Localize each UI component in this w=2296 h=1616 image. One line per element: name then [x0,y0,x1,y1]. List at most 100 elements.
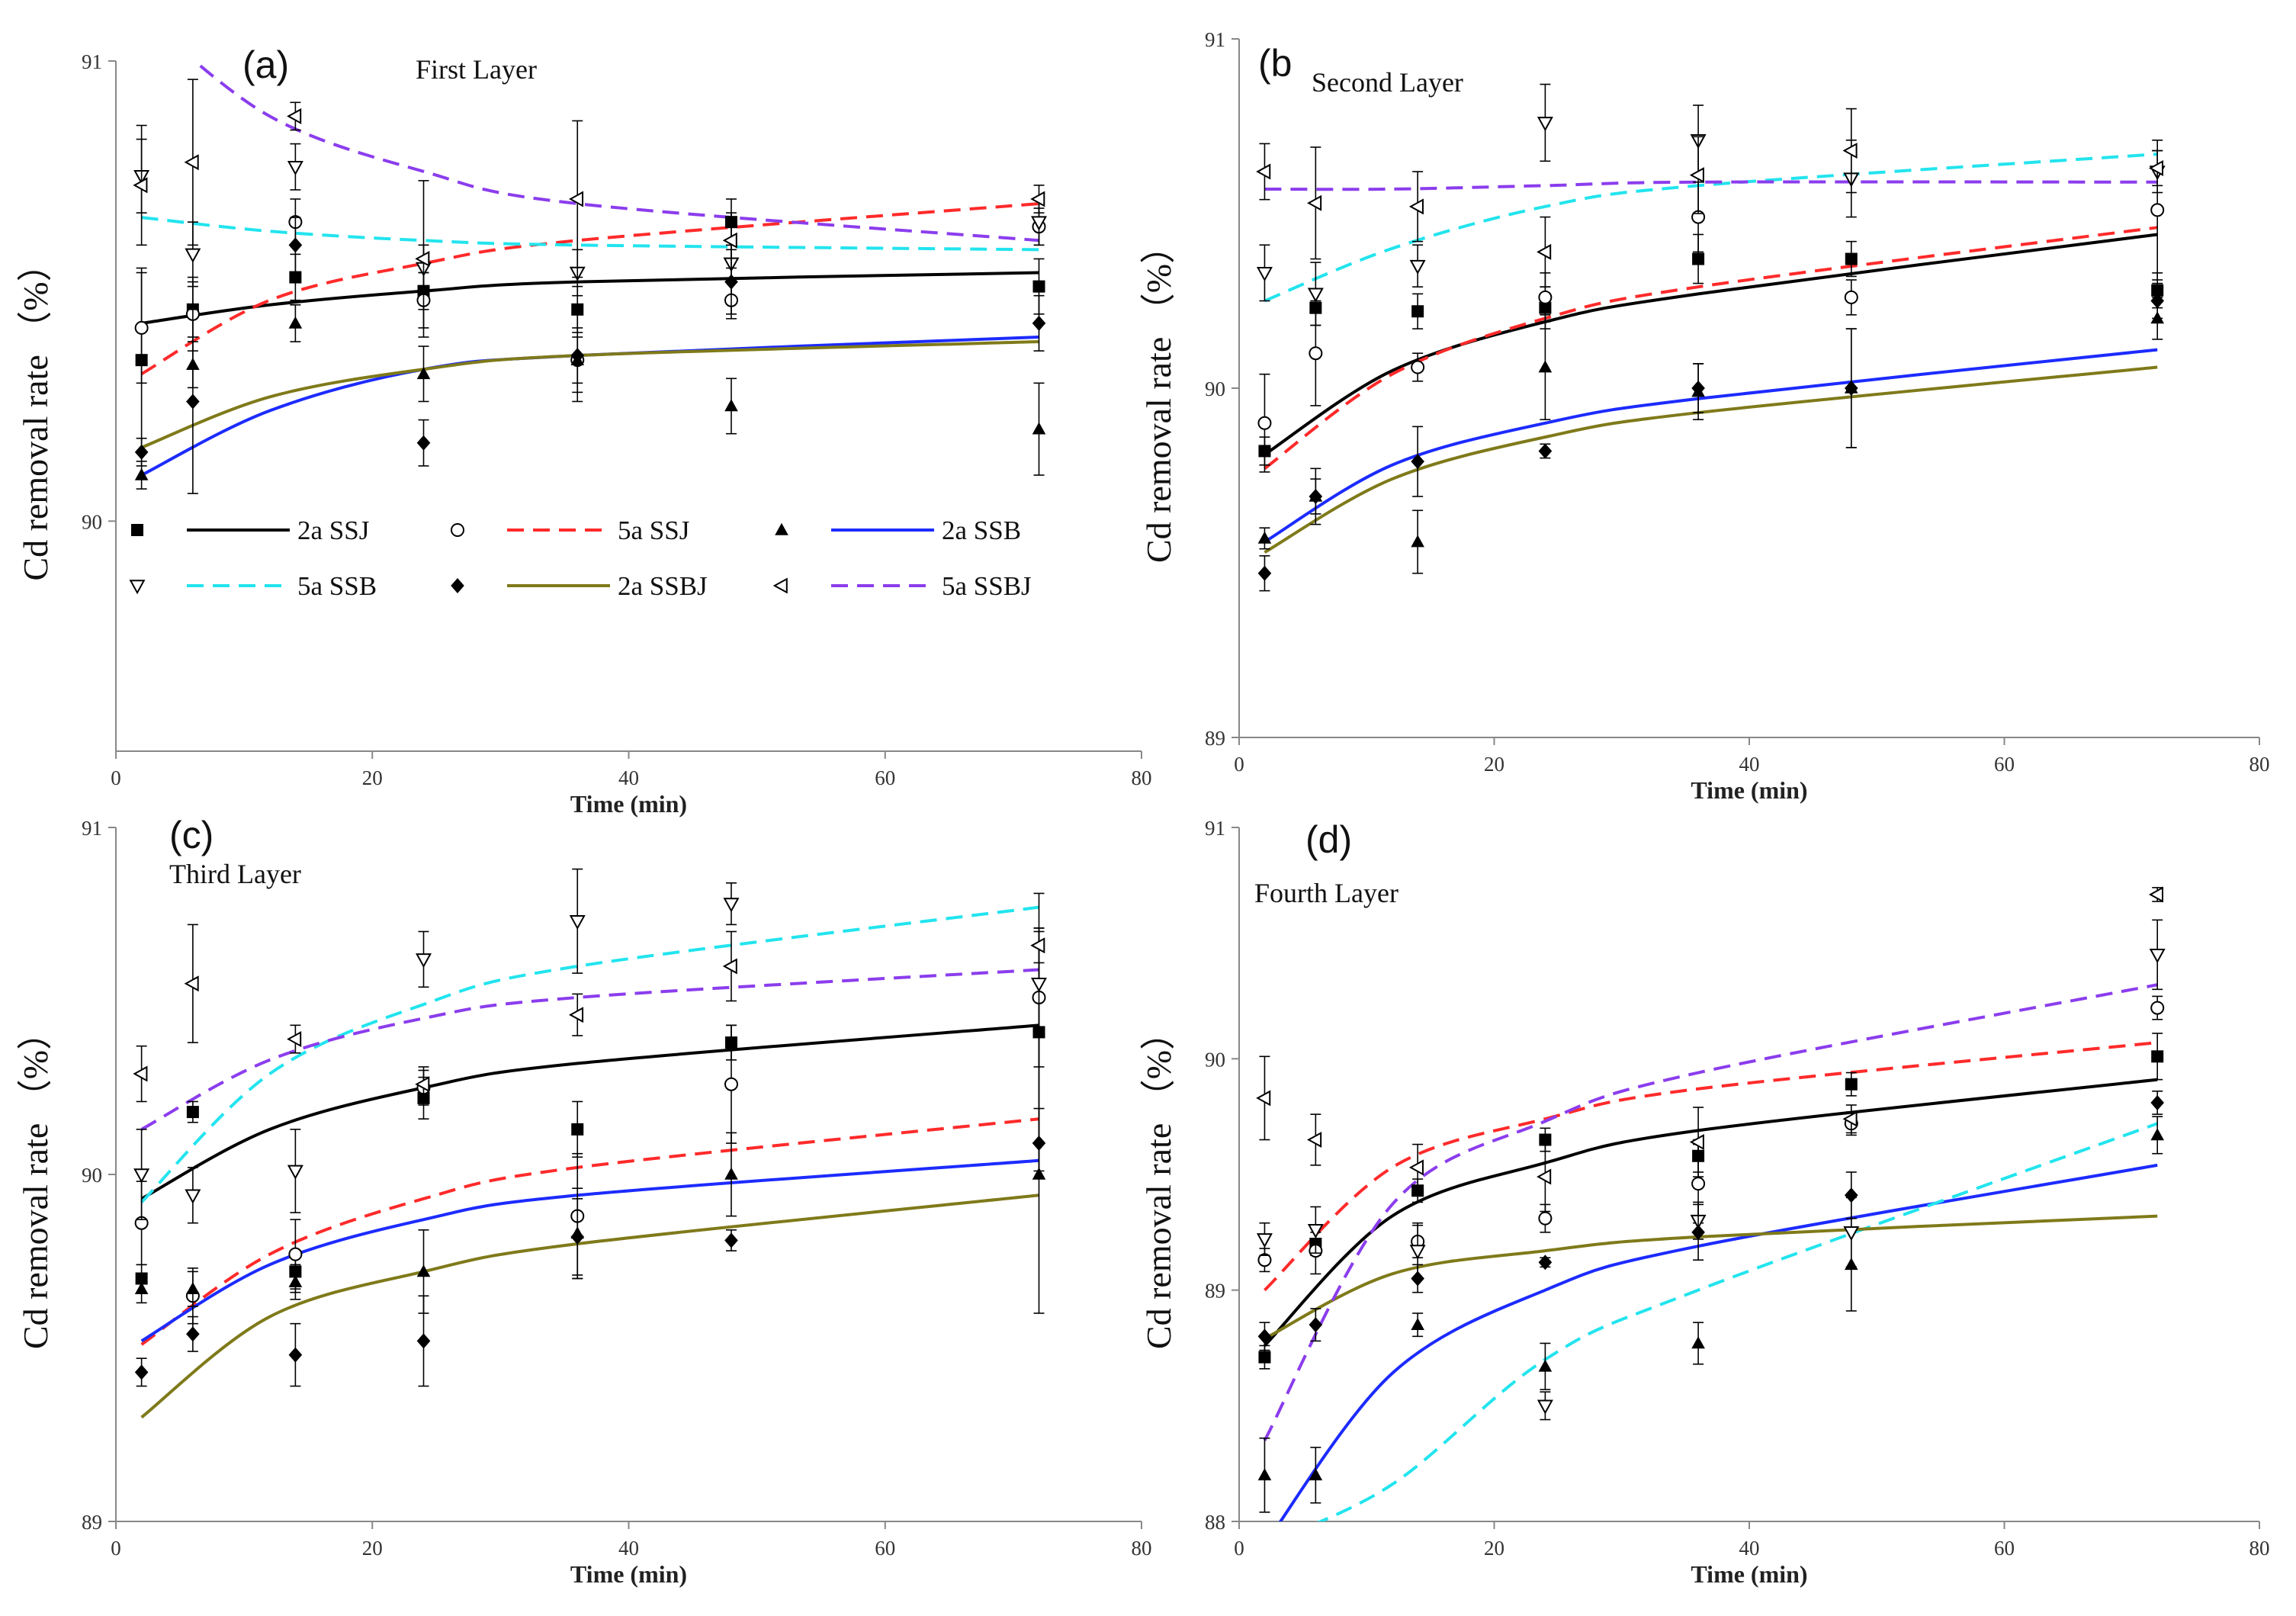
x-tick-label: 40 [1739,753,1760,776]
panel-title: Third Layer [169,859,301,889]
x-tick-label: 20 [1484,1537,1504,1560]
data-point [1032,280,1045,293]
panel-label: (c) [169,814,214,856]
data-point [1409,259,1426,275]
x-tick-label: 60 [875,1537,895,1560]
data-point [1845,1187,1858,1203]
x-tick-label: 80 [1132,1537,1152,1560]
data-point [287,108,302,124]
data-point [1844,290,1858,304]
series-2a-ssbj [1257,282,2164,592]
data-point [1031,216,1047,231]
data-point [1032,1136,1046,1152]
data-point [184,975,199,992]
data-point [287,160,303,176]
fit-curve-2a-ssb [140,1158,1039,1343]
data-point [288,1247,303,1261]
panel-label: (b [1258,42,1292,85]
panel-label: (d) [1305,818,1352,861]
data-point [570,1229,585,1245]
data-point [134,1281,149,1294]
fit-curve-5a-ssb [140,905,1039,1203]
data-point [1257,565,1272,581]
data-point [1538,1359,1553,1372]
data-point [1411,1271,1424,1287]
data-point [2148,886,2163,903]
y-tick-label: 89 [1205,727,1225,750]
data-point [2150,293,2164,309]
data-point [1307,1132,1322,1148]
data-point [185,1189,201,1204]
data-point [1408,198,1424,215]
data-point [1845,252,1858,265]
legend-label: 2a SSBJ [618,571,708,601]
series-5a-ssbj [1256,108,2163,288]
y-tick-label: 90 [1205,377,1225,400]
data-point [1258,1351,1271,1364]
data-point [1691,381,1705,396]
data-point [287,1165,303,1180]
data-point [1257,416,1272,430]
legend-item: 5a SSJ [451,516,689,545]
panel-label: (a) [242,43,289,86]
data-point [1411,360,1425,374]
x-tick-label: 60 [1994,1537,2015,1560]
series-5a-ssb [133,138,1047,297]
data-point [1692,252,1705,265]
plot-area [133,868,1047,1419]
data-point [1689,167,1704,184]
plot-area [1256,83,2166,592]
data-point [1539,1133,1552,1146]
data-point [1256,163,1271,180]
data-point [1307,1224,1324,1239]
data-point [288,316,303,329]
data-point [724,399,738,412]
y-axis-title: Cd removal rate （%） [1139,1015,1178,1349]
data-point [133,177,148,194]
data-point [570,348,585,364]
panel-title: Second Layer [1312,67,1463,98]
series-5a-ssbj [133,79,1045,338]
legend-marker [772,577,788,594]
data-point [1256,1090,1271,1107]
fit-curve-5a-ssbj [1263,983,2158,1441]
y-tick-label: 91 [1205,817,1225,840]
fit-curve-5a-ssb [1264,153,2158,303]
series-2a-ssj [135,198,1045,453]
fit-curve-5a-ssbj [192,61,1039,243]
fit-curve-5a-ssj [1264,1041,2158,1292]
plot-area [1256,886,2166,1521]
data-point [1411,1317,1424,1330]
data-point [1032,315,1046,331]
panel-d: 0 20 40 60 80 88 89 90 91 Time (min) Cd removal ra… [1139,817,2270,1588]
y-tick-label: 90 [82,1164,102,1187]
legend-item: 2a SSJ [131,516,369,545]
series-5a-ssb [133,868,1047,1224]
data-point [1309,346,1323,361]
y-tick-label: 88 [1205,1511,1225,1534]
legend-item: 5a SSBJ [772,571,1032,601]
x-tick-label: 60 [1994,753,2015,776]
data-point [569,915,586,930]
fit-curve-2a-ssj [1264,1078,2158,1347]
y-tick-label: 89 [1205,1280,1225,1303]
series-2a-ssb [1257,1116,2164,1513]
data-point [1309,488,1323,504]
data-point [1538,1211,1553,1226]
data-point [1409,1245,1426,1260]
legend-marker [775,522,788,535]
legend-label: 5a SSJ [618,516,689,545]
data-point [1537,243,1552,260]
x-tick-label: 0 [1234,1537,1244,1560]
series-5a-ssb [1256,83,2166,326]
data-point [1691,1224,1705,1240]
data-point [186,394,200,410]
data-point [1538,443,1553,459]
x-tick-label: 80 [2249,753,2270,776]
data-point [1257,1328,1272,1345]
data-point [186,1281,200,1294]
data-point [2149,949,2166,964]
fit-curve-2a-ssbj [140,340,1039,449]
data-point [134,1364,149,1380]
